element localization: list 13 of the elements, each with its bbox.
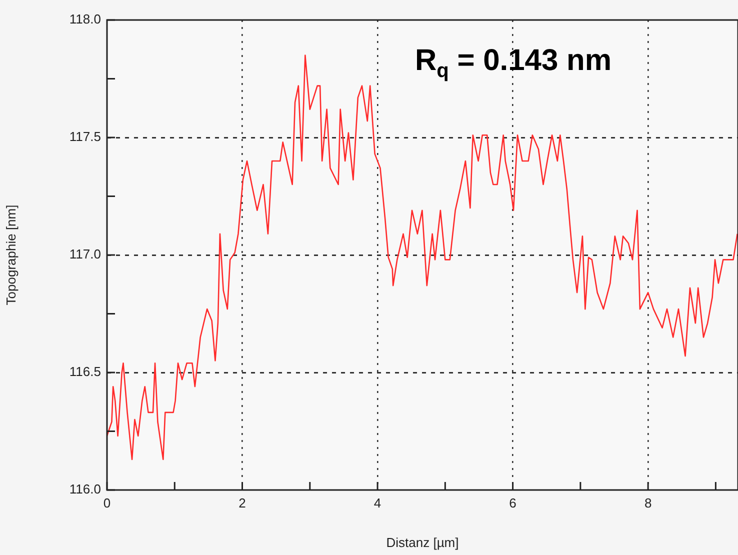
y-tick-label: 116.5 xyxy=(69,364,101,380)
y-tick-label: 118.0 xyxy=(69,12,101,27)
x-tick-label: 6 xyxy=(509,495,516,510)
x-tick-label: 4 xyxy=(374,495,382,510)
x-tick-label: 0 xyxy=(103,495,111,510)
y-tick-label: 116.0 xyxy=(69,482,101,497)
x-tick-label: 8 xyxy=(644,495,652,510)
x-axis-title: Distanz [µm] xyxy=(386,534,459,550)
x-tick-label: 2 xyxy=(238,495,246,510)
y-axis-title: Topographie [nm] xyxy=(3,204,18,306)
annotation: R$_{q}$ = 0.143 nm xyxy=(415,44,612,83)
y-tick-label: 117.0 xyxy=(69,246,101,262)
y-tick-label: 117.5 xyxy=(69,129,101,144)
